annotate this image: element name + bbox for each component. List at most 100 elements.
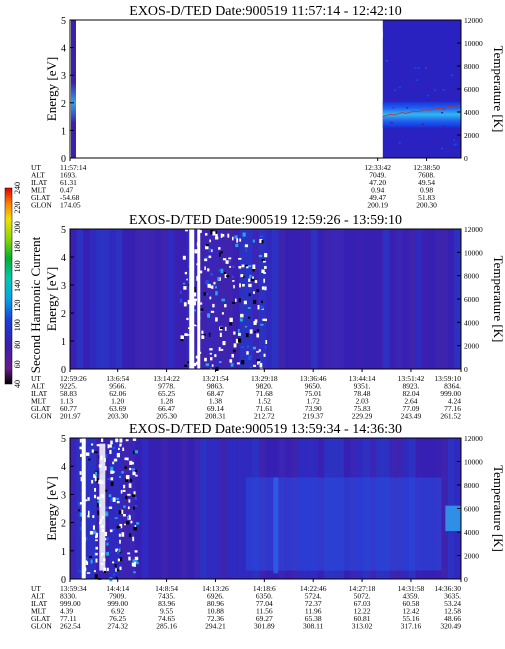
footer-value: 1.28 [160, 397, 173, 406]
data-cell [183, 286, 187, 290]
time-column [187, 438, 195, 579]
data-cell [210, 272, 213, 276]
time-column [154, 438, 162, 579]
data-cell [182, 282, 186, 285]
data-cell [182, 255, 186, 260]
time-column [70, 438, 78, 579]
data-cell [85, 452, 90, 456]
y2-tick-label: 4000 [464, 528, 479, 537]
data-cell [261, 269, 265, 273]
data-cell [127, 552, 131, 555]
data-cell [91, 479, 94, 484]
data-cell [256, 351, 260, 353]
time-column [122, 229, 130, 369]
data-cell [119, 523, 123, 529]
data-cell [207, 283, 211, 288]
data-gap [189, 229, 195, 369]
data-cell [245, 333, 249, 338]
data-cell [220, 348, 224, 351]
time-column [415, 229, 423, 369]
time-column [304, 229, 312, 369]
data-cell [205, 244, 209, 247]
data-cell [231, 275, 234, 278]
blue-zone [245, 477, 442, 571]
data-cell [257, 305, 260, 310]
data-cell [235, 243, 239, 248]
footer-row-label: ALT [31, 382, 45, 391]
chart-title: EXOS-D/TED Date:900519 13:59:34 - 14:36:… [129, 422, 402, 437]
footer-value: 294.21 [205, 622, 226, 631]
data-cell [127, 506, 130, 510]
y-tick-label: 1 [61, 337, 66, 348]
data-cell [209, 357, 213, 361]
data-cell [242, 283, 245, 287]
y-tick-label: 4 [61, 44, 66, 55]
data-cell [240, 274, 244, 278]
time-column [76, 438, 84, 579]
data-cell [100, 438, 104, 442]
data-cell [79, 512, 83, 517]
data-cell [248, 265, 252, 268]
data-cell [252, 239, 255, 243]
data-cell [117, 447, 120, 451]
footer-row-label: GLAT [31, 193, 51, 202]
data-cell [119, 475, 122, 479]
data-cell [256, 359, 260, 363]
time-column [376, 229, 384, 369]
data-cell [96, 496, 100, 500]
data-cell [106, 551, 110, 556]
footer-row-label: MLT [31, 607, 47, 616]
time-column [200, 229, 208, 369]
time-column [369, 229, 377, 369]
data-cell [252, 276, 254, 279]
data-cell [426, 65, 429, 68]
chart-title: EXOS-D/TED Date:900519 12:59:26 - 13:59:… [129, 213, 402, 228]
data-cell [88, 458, 91, 461]
footer-row-label: UT [31, 584, 41, 593]
footer-value: 14:18:6 [253, 584, 276, 593]
data-cell [253, 320, 257, 325]
data-cell [107, 567, 109, 572]
footer-value: 83.96 [158, 599, 175, 608]
footer-value: 13:44:14 [349, 374, 376, 383]
data-cell [113, 573, 115, 576]
data-cell [87, 497, 90, 501]
data-cell [394, 89, 397, 92]
footer-value: 72.36 [207, 614, 224, 623]
data-cell [180, 335, 184, 340]
data-cell [264, 345, 267, 350]
data-cell [205, 363, 209, 367]
data-cell [129, 467, 132, 471]
data-cell [91, 443, 94, 446]
data-cell [119, 566, 122, 571]
data-cell [392, 107, 395, 109]
data-cell [398, 86, 401, 89]
data-cell [134, 556, 139, 561]
data-cell [125, 439, 129, 442]
data-cell [222, 258, 227, 261]
y2-tick-label: 12000 [464, 225, 483, 234]
time-column [441, 438, 449, 579]
y2-tick-label: 4000 [464, 318, 479, 327]
data-cell [127, 493, 131, 496]
footer-value: 77.16 [444, 404, 461, 413]
data-cell [213, 281, 216, 285]
data-cell [249, 366, 252, 370]
footer-row-label: GLON [31, 201, 52, 210]
data-cell [186, 317, 189, 321]
footer-value: 78.48 [354, 389, 371, 398]
data-cell [210, 310, 215, 313]
data-cell [80, 453, 84, 457]
colorbar: 40 60 80 100 120 140 160 180 200 220 240 Second Har… [4, 182, 43, 388]
time-column [135, 438, 143, 579]
footer-value: 14:13:26 [202, 584, 229, 593]
data-cell [264, 252, 268, 258]
data-cell [185, 229, 188, 232]
data-cell [209, 368, 212, 373]
data-cell [261, 286, 265, 290]
time-column [421, 229, 429, 369]
ephemeris-footer: UTALTILATMLTGLATGLON12:59:269225.58.831.… [31, 369, 462, 421]
time-column [89, 229, 97, 369]
data-cell [134, 496, 137, 501]
